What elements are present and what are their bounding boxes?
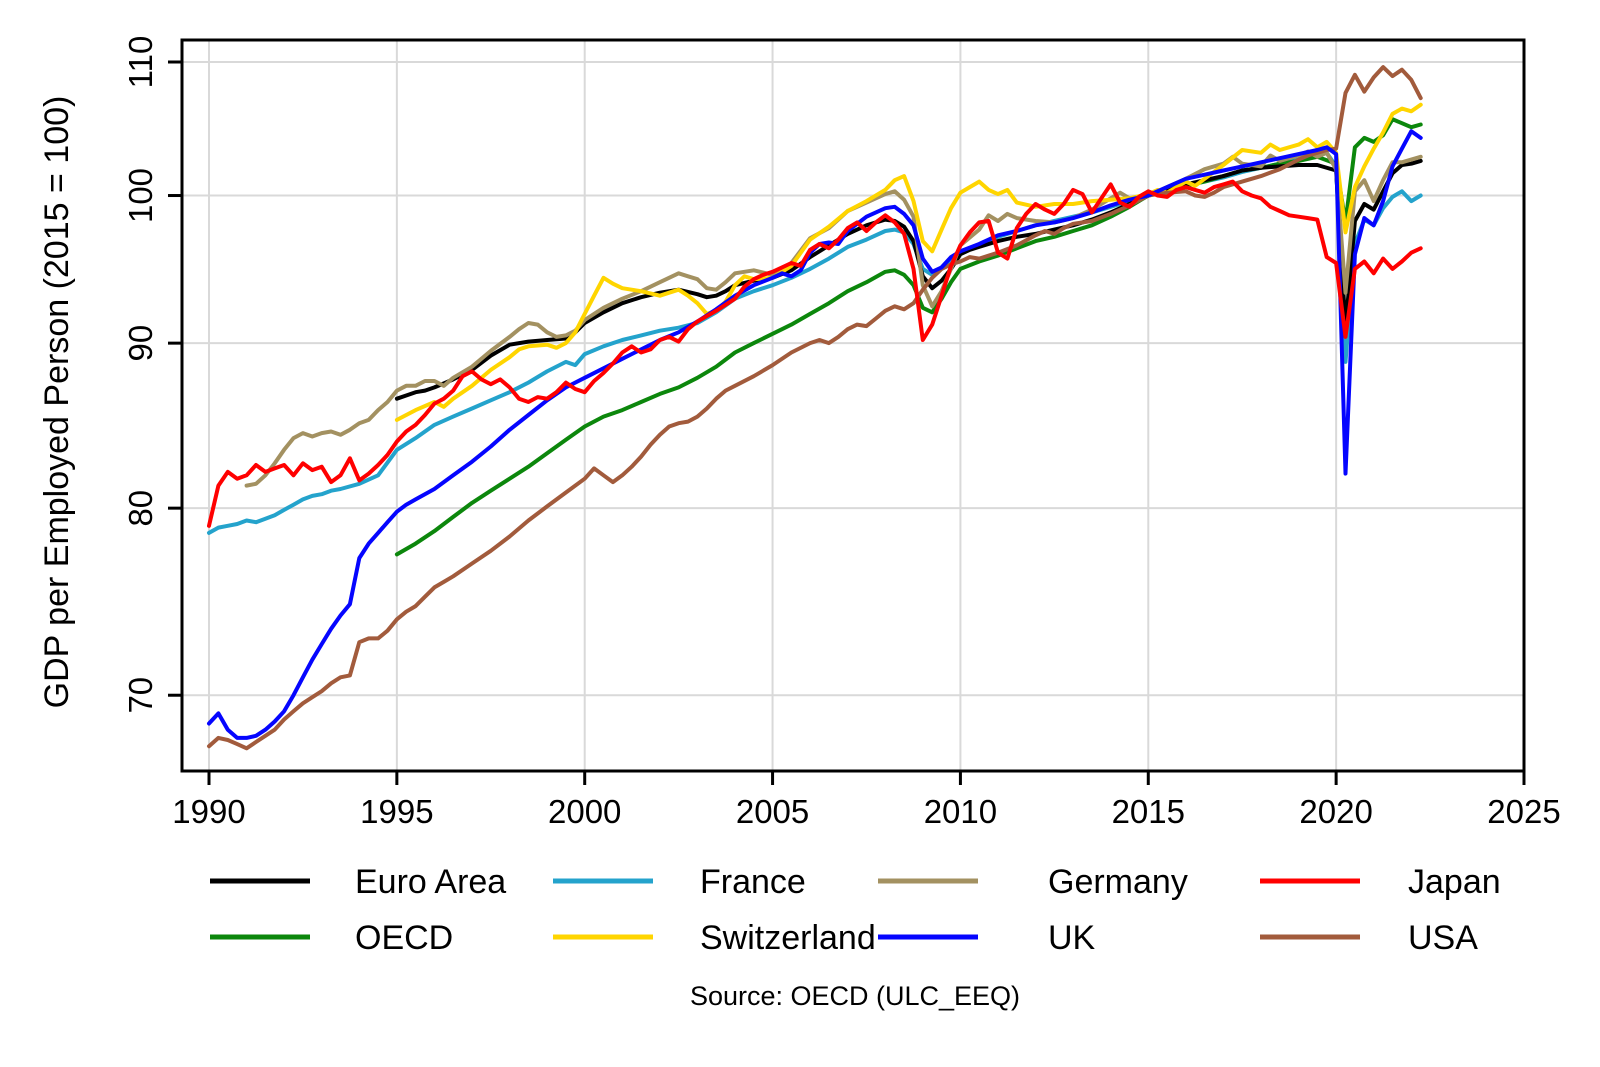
series-line-uk (207, 129, 1423, 740)
legend-item-japan: Japan (1260, 863, 1501, 901)
series-line-japan (207, 179, 1423, 528)
legend-label-switzerland: Switzerland (700, 919, 876, 957)
legend-item-euro-area: Euro Area (210, 863, 506, 901)
legend-label-japan: Japan (1408, 863, 1501, 901)
legend-label-germany: Germany (1048, 863, 1188, 901)
legend-label-oecd: OECD (355, 919, 453, 957)
x-tick-label-2020: 2020 (1299, 793, 1372, 830)
x-tick-label-2025: 2025 (1487, 793, 1560, 830)
y-tick-label-70: 70 (122, 677, 159, 714)
legend-item-germany: Germany (878, 863, 1188, 901)
legend-label-euro-area: Euro Area (355, 863, 506, 901)
legend-item-usa: USA (1260, 919, 1478, 957)
x-tick-label-1990: 1990 (172, 793, 245, 830)
grid-layer (182, 40, 1525, 771)
y-tick-label-110: 110 (122, 36, 159, 89)
series-layer (207, 65, 1423, 751)
y-axis-title: GDP per Employed Person (2015 = 100) (38, 96, 76, 709)
plot-border (180, 38, 1526, 773)
axis-ticks-and-labels: 1990 1995 2000 2005 2010 2015 2020 2025 70 80 90 10… (122, 36, 1561, 830)
plot-frame (180, 38, 1526, 773)
series-line-usa (207, 65, 1423, 751)
x-tick-label-2000: 2000 (548, 793, 621, 830)
legend-item-switzerland: Switzerland (553, 919, 876, 957)
x-tick-label-2005: 2005 (736, 793, 809, 830)
y-tick-label-90: 90 (122, 325, 159, 362)
legend-item-oecd: OECD (210, 919, 453, 957)
y-tick-label-100: 100 (122, 168, 159, 223)
x-tick-label-1995: 1995 (360, 793, 433, 830)
legend-label-usa: USA (1408, 919, 1478, 957)
legend-label-uk: UK (1048, 919, 1096, 957)
legend-label-france: France (700, 863, 806, 901)
x-tick-label-2010: 2010 (924, 793, 997, 830)
legend: Euro Area France Germany Japan OECD Switzerla… (210, 863, 1501, 957)
y-tick-label-80: 80 (122, 490, 159, 527)
legend-item-uk: UK (878, 919, 1096, 957)
x-tick-label-2015: 2015 (1112, 793, 1185, 830)
series-line-switzerland (394, 102, 1423, 422)
source-note: Source: OECD (ULC_EEQ) (690, 981, 1020, 1011)
legend-item-france: France (553, 863, 806, 901)
